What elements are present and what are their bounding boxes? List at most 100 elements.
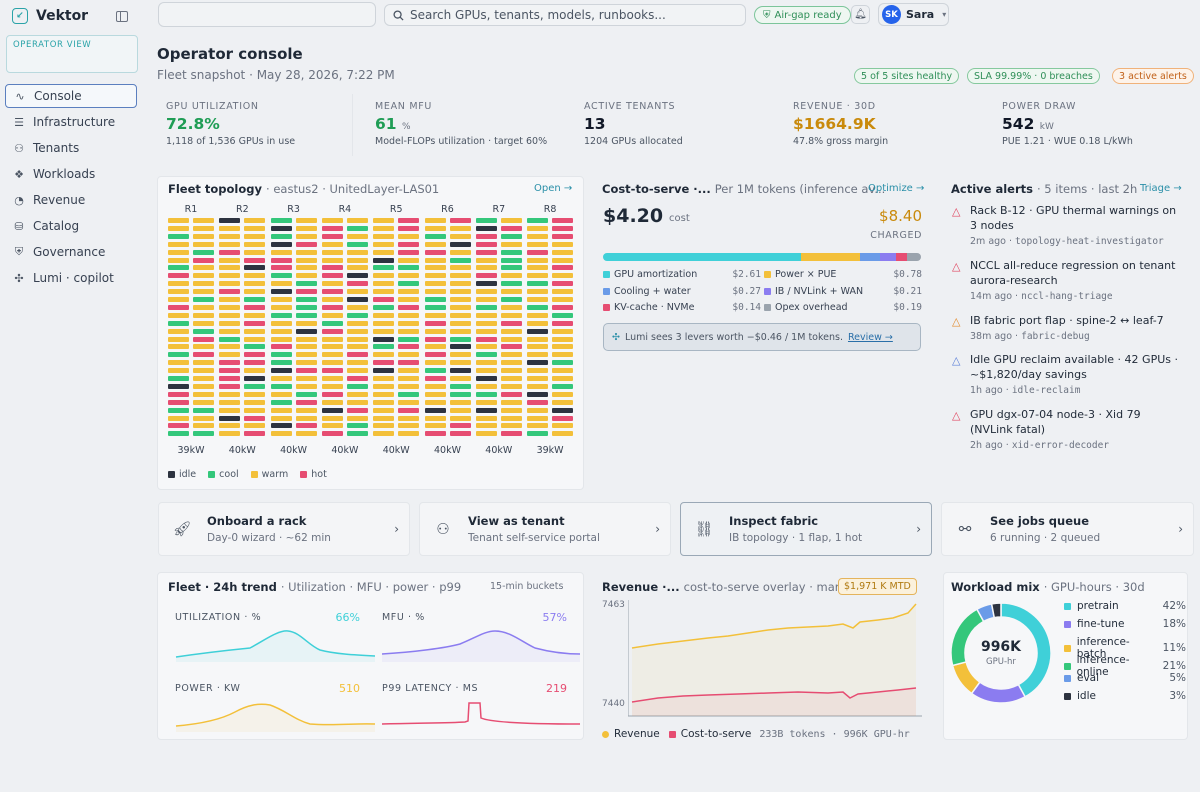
runbook-link[interactable]: xid-error-decoder <box>1011 440 1110 451</box>
gpu-slot <box>449 304 471 310</box>
sidebar-item-catalog[interactable]: ⛁ Catalog <box>5 214 137 238</box>
gpu-slot <box>346 376 368 381</box>
notifications-button[interactable]: 🔔︎ <box>851 5 870 24</box>
gpu-slot <box>527 391 549 397</box>
gpu-slot <box>295 383 317 389</box>
gpu-slot <box>398 352 420 358</box>
gpu-slot <box>373 218 395 223</box>
topology-open-link[interactable]: Open → <box>534 183 573 194</box>
alert-item[interactable]: △ Idle GPU reclaim available · 42 GPUs · … <box>952 353 1178 396</box>
kpi-card[interactable]: MEAN MFU 61 % Model-FLOPs utilization · ta… <box>367 94 562 156</box>
kpi-card[interactable]: ACTIVE TENANTS 13 1204 GPUs allocated <box>576 94 771 156</box>
sidebar-item-label: Tenants <box>33 141 80 155</box>
operator-view-selector[interactable]: OPERATOR VIEW <box>6 35 138 73</box>
gpu-slot <box>244 360 266 366</box>
gpu-slot <box>219 312 241 318</box>
rack-power: 40kW <box>382 445 410 456</box>
alert-item[interactable]: △ GPU dgx-07-04 node-3 · Xid 79 (NVLink f… <box>952 408 1141 451</box>
revenue-chart[interactable] <box>628 600 922 718</box>
gpu-slot <box>219 336 241 342</box>
rack-grid[interactable] <box>166 218 576 440</box>
gpu-slot <box>398 233 420 239</box>
gpu-slot <box>373 233 395 239</box>
gpu-slot <box>168 320 189 326</box>
triage-link[interactable]: Triage → <box>1140 183 1182 194</box>
search-input[interactable]: Search GPUs, tenants, models, runbooks..… <box>384 4 746 26</box>
rack-label: R8 <box>543 204 557 215</box>
gpu-slot <box>346 431 368 437</box>
database-icon: ⛁ <box>14 219 24 233</box>
action-card[interactable]: 🚀︎ Onboard a rack Day-0 wizard · ~62 min › <box>158 502 410 556</box>
kpi-card[interactable]: POWER DRAW 542 kW PUE 1.21 · WUE 0.18 L/kW… <box>994 94 1189 156</box>
gpu-slot <box>219 320 241 326</box>
sidebar-item-label: Revenue <box>33 193 86 207</box>
gpu-slot <box>552 289 574 295</box>
kpi-card[interactable]: REVENUE · 30D $1664.9K 47.8% gross margin <box>785 94 980 156</box>
airgap-badge[interactable]: ⛨ Air-gap ready <box>754 6 851 24</box>
gpu-slot <box>193 328 214 334</box>
workload-legend-item: inference-batch 11% <box>1064 636 1186 660</box>
page-subtitle: Fleet snapshot · May 28, 2026, 7:22 PM <box>157 68 395 82</box>
latency-sparkline <box>381 702 581 725</box>
gpu-slot <box>475 320 497 326</box>
gpu-slot <box>193 289 214 295</box>
optimize-link[interactable]: Optimize → <box>868 183 925 194</box>
gpu-slot <box>270 407 292 413</box>
gpu-slot <box>449 344 471 350</box>
sidebar-item-governance[interactable]: ⛨ Governance <box>5 240 137 264</box>
lumi-suggestion[interactable]: ✣ Lumi sees 3 levers worth −$0.46 / 1M t… <box>603 323 921 351</box>
queue-icon: ⚯ <box>958 520 972 538</box>
gpu-slot <box>219 368 241 374</box>
gpu-slot <box>373 352 395 358</box>
runbook-link[interactable]: nccl-hang-triage <box>1021 291 1113 302</box>
donut-slice-fine-tune[interactable] <box>970 681 1027 704</box>
sites-healthy-pill[interactable]: 5 of 5 sites healthy <box>854 68 960 84</box>
gpu-slot <box>346 399 368 405</box>
alert-item[interactable]: △ Rack B-12 · GPU thermal warnings on 3 n… <box>952 204 1177 247</box>
sidebar-collapse-icon[interactable] <box>116 11 128 22</box>
workload-donut[interactable] <box>946 598 1056 708</box>
rack-label: R4 <box>338 204 352 215</box>
donut-slice-idle[interactable] <box>990 602 1002 619</box>
gpu-slot <box>424 328 446 334</box>
gpu-slot <box>168 352 189 358</box>
gpu-slot <box>321 257 343 263</box>
sidebar-item-revenue[interactable]: ◔ Revenue <box>5 188 137 212</box>
gpu-slot <box>168 336 189 342</box>
cost-segment <box>800 253 860 261</box>
gpu-slot <box>219 352 241 358</box>
sidebar-item-console[interactable]: ∿ Console <box>5 84 137 108</box>
gpu-slot <box>424 304 446 310</box>
kpi-value: 13 <box>584 115 606 133</box>
gpu-slot <box>219 407 241 413</box>
sidebar-item-infrastructure[interactable]: ☰ Infrastructure <box>5 110 137 134</box>
gpu-slot <box>424 218 446 223</box>
workspace-input[interactable] <box>158 2 376 27</box>
sidebar-item-tenants[interactable]: ⚇ Tenants <box>5 136 137 160</box>
alert-item[interactable]: △ IB fabric port flap · spine-2 ↔ leaf-7 3… <box>952 314 1164 342</box>
runbook-link[interactable]: topology-heat-investigator <box>1015 236 1164 247</box>
gpu-slot <box>168 249 189 255</box>
user-menu[interactable]: SK Sara ▾ <box>878 3 949 26</box>
gpu-slot <box>321 415 343 421</box>
operator-view-label: OPERATOR VIEW <box>13 40 92 50</box>
runbook-link[interactable]: fabric-debug <box>1021 331 1090 342</box>
action-card[interactable]: ⚇ View as tenant Tenant self-service porta… <box>419 502 671 556</box>
alert-item[interactable]: △ NCCL all-reduce regression on tenant au… <box>952 259 1176 302</box>
kpi-card[interactable]: GPU UTILIZATION 72.8% 1,118 of 1,536 GPUs… <box>158 94 353 156</box>
action-card[interactable]: ⚯ See jobs queue 6 running · 2 queued › <box>941 502 1194 556</box>
sidebar-item-workloads[interactable]: ❖ Workloads <box>5 162 137 186</box>
rack-power: 39kW <box>177 445 205 456</box>
brand[interactable]: ↙ Vektor <box>12 8 88 24</box>
sla-pill[interactable]: SLA 99.99% · 0 breaches <box>967 68 1100 84</box>
sidebar-item-label: Lumi · copilot <box>33 271 114 285</box>
alerts-pill[interactable]: 3 active alerts <box>1112 68 1194 84</box>
runbook-link[interactable]: idle-reclaim <box>1011 385 1081 396</box>
action-card[interactable]: ⛓ Inspect fabric IB topology · 1 flap, 1 h… <box>680 502 932 556</box>
gpu-slot <box>219 249 241 255</box>
lumi-review-link[interactable]: Review → <box>847 331 893 343</box>
revenue-mtd-badge[interactable]: $1,971 K MTD <box>838 578 917 595</box>
gpu-slot <box>321 281 343 287</box>
sidebar-item-lumi[interactable]: ✣ Lumi · copilot <box>5 266 137 290</box>
gpu-slot <box>168 399 189 405</box>
